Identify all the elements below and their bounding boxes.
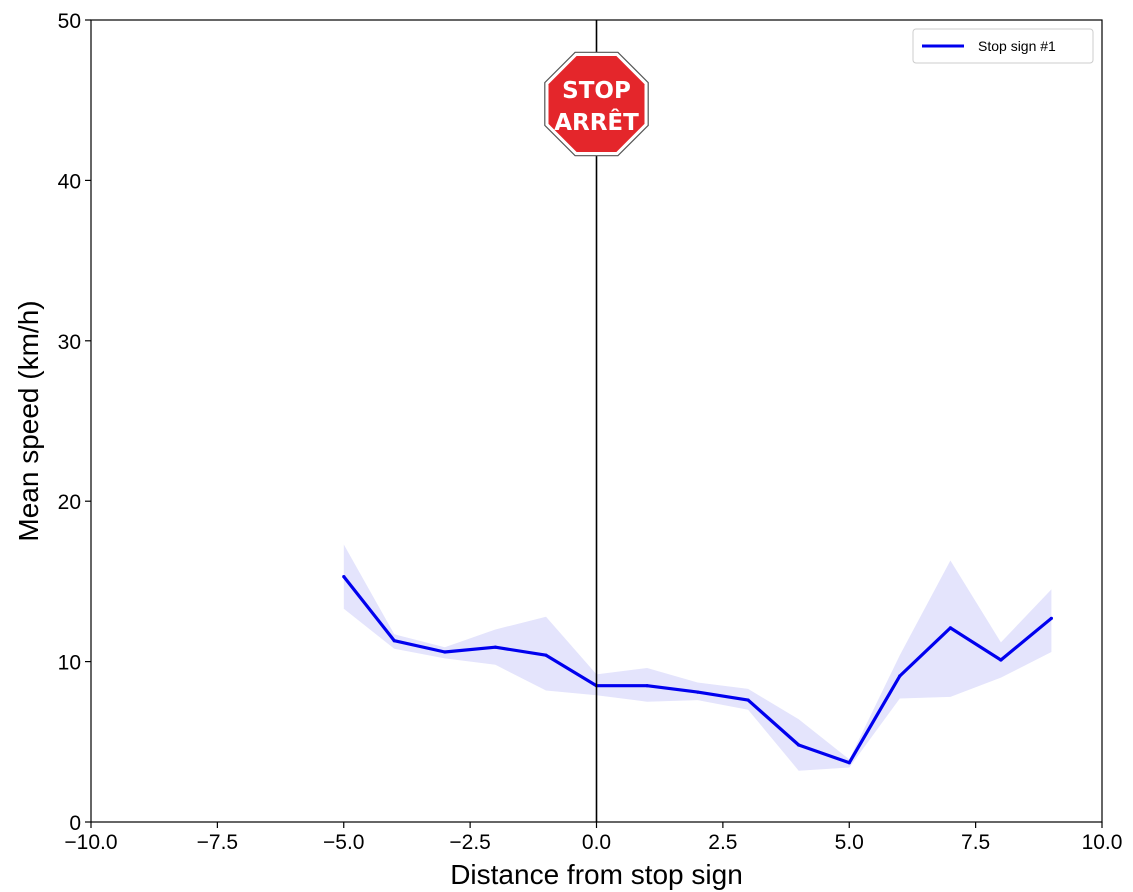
x-tick-label: −5.0 (323, 831, 364, 854)
data-point (898, 674, 902, 678)
legend-box (912, 28, 1094, 64)
y-tick-label: 30 (58, 331, 81, 354)
data-point (1049, 616, 1053, 620)
data-point (544, 653, 548, 657)
x-axis-label: Distance from stop sign (450, 859, 743, 890)
data-point (645, 684, 649, 688)
stop-sign-text-line2: ARRÊT (554, 108, 639, 136)
data-point (746, 698, 750, 702)
data-point (797, 743, 801, 747)
x-tick-label: 2.5 (708, 831, 737, 854)
x-axis-ticks: −10.0 −7.5 −5.0 −2.5 0.0 2.5 5.0 7.5 10.0 (64, 822, 1122, 854)
x-tick-label: −7.5 (197, 831, 238, 854)
legend-label: Stop sign #1 (978, 38, 1056, 54)
data-point (999, 658, 1003, 662)
x-tick-label: 7.5 (961, 831, 990, 854)
data-point (392, 639, 396, 643)
series-line-layer (342, 575, 1053, 765)
stop-sign-icon: STOP ARRÊT (544, 51, 649, 157)
data-point (342, 575, 346, 579)
y-axis-ticks: 0 10 20 30 40 50 (58, 10, 91, 835)
stop-sign-face (548, 56, 645, 152)
x-tick-label: −10.0 (64, 831, 117, 854)
data-point (443, 650, 447, 654)
stop-sign-text-line1: STOP (562, 78, 631, 104)
y-tick-label: 40 (58, 170, 81, 193)
y-tick-label: 50 (58, 10, 81, 33)
legend: Stop sign #1 (912, 28, 1094, 64)
x-tick-label: 10.0 (1082, 831, 1123, 854)
x-tick-label: −2.5 (449, 831, 490, 854)
y-tick-label: 0 (69, 812, 81, 835)
data-point (696, 690, 700, 694)
confidence-band-layer (343, 544, 1052, 771)
confidence-band (343, 544, 1052, 771)
data-point (948, 626, 953, 630)
data-point (493, 645, 497, 649)
y-tick-label: 10 (58, 652, 81, 675)
x-tick-label: 5.0 (835, 831, 864, 854)
y-tick-label: 20 (58, 491, 81, 514)
data-point (847, 761, 851, 765)
y-axis-label: Mean speed (km/h) (13, 300, 44, 541)
x-tick-label: 0.0 (582, 831, 611, 854)
